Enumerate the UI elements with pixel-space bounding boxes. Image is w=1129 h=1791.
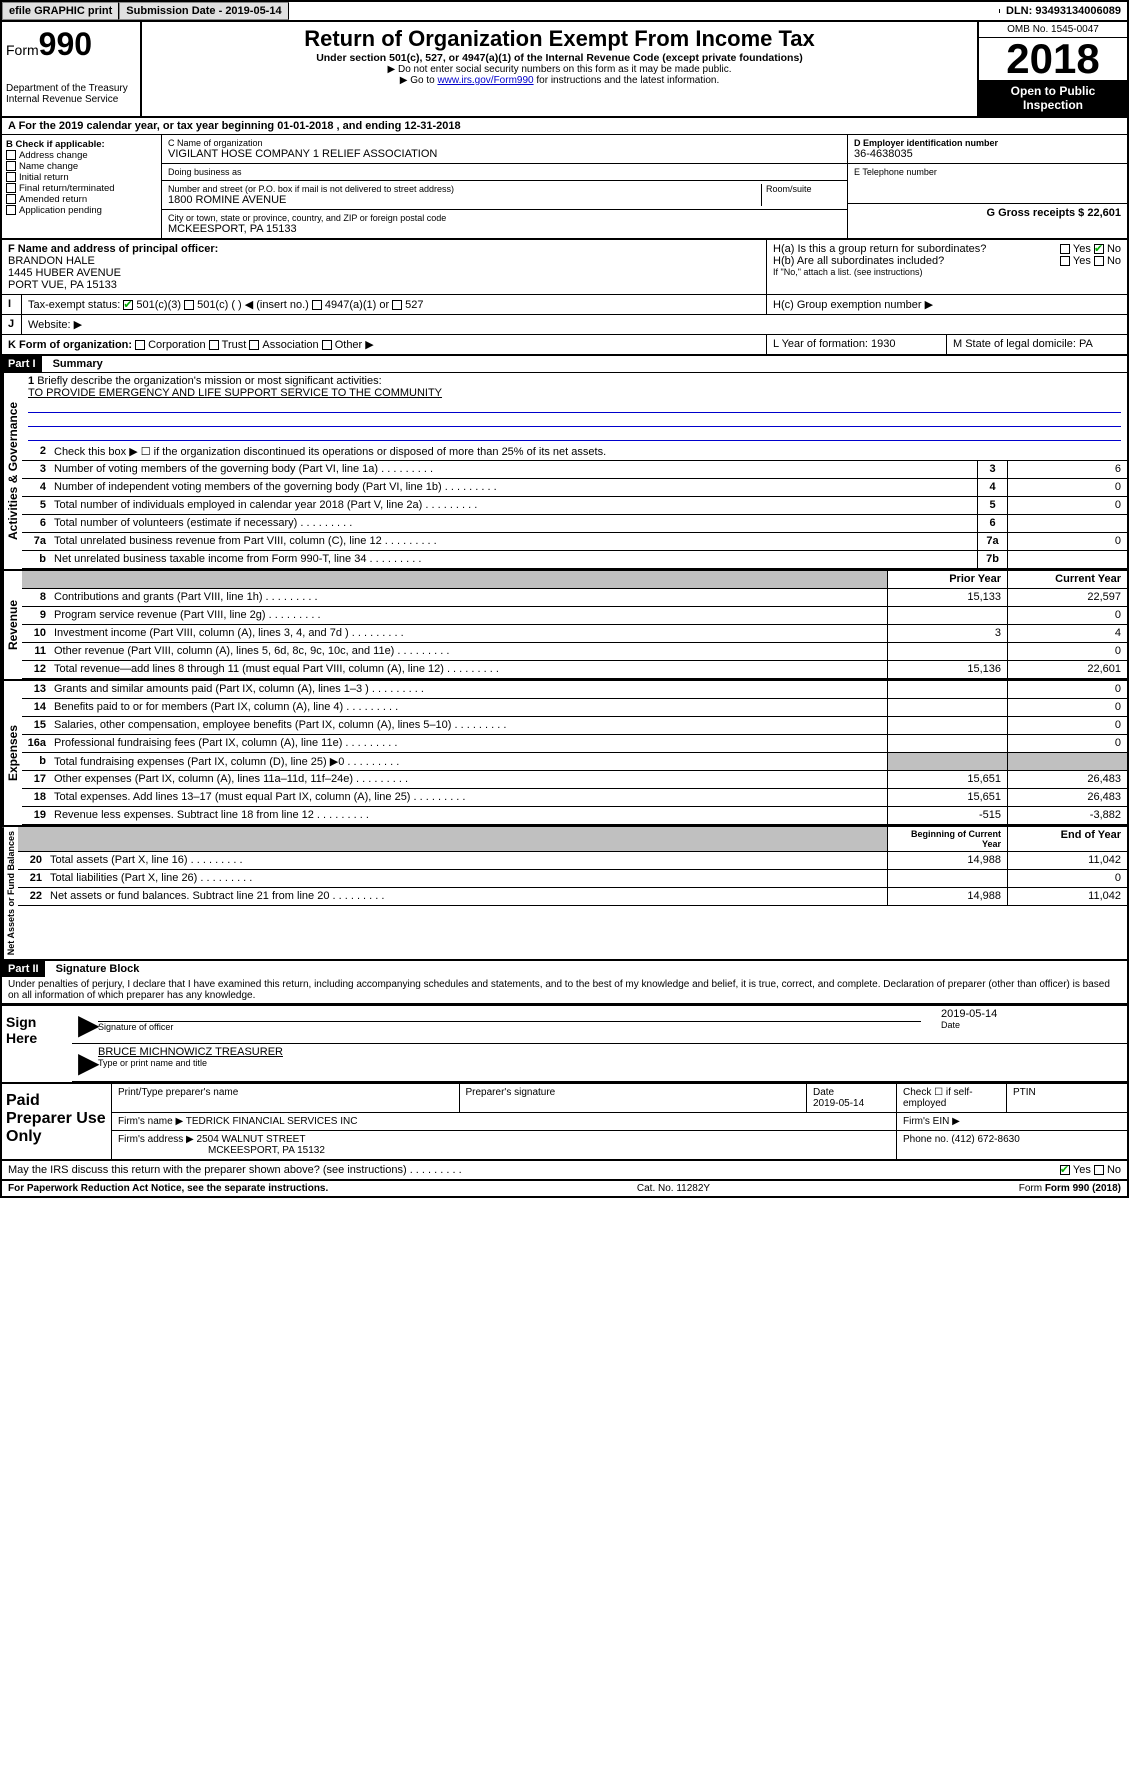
tax-period: A For the 2019 calendar year, or tax yea… bbox=[2, 118, 1127, 135]
summary-line: bTotal fundraising expenses (Part IX, co… bbox=[22, 753, 1127, 771]
tax-year: 2018 bbox=[979, 38, 1127, 80]
gross-receipts: G Gross receipts $ 22,601 bbox=[848, 204, 1127, 222]
org-address: 1800 ROMINE AVENUE bbox=[168, 194, 761, 206]
summary-line: 6Total number of volunteers (estimate if… bbox=[22, 515, 1127, 533]
form-title: Return of Organization Exempt From Incom… bbox=[150, 26, 969, 52]
firm-phone: Phone no. (412) 672-8630 bbox=[897, 1131, 1127, 1159]
summary-line: 15Salaries, other compensation, employee… bbox=[22, 717, 1127, 735]
state-domicile: M State of legal domicile: PA bbox=[947, 335, 1127, 354]
org-city: MCKEESPORT, PA 15133 bbox=[168, 223, 841, 235]
side-netassets: Net Assets or Fund Balances bbox=[2, 827, 18, 959]
summary-line: 8Contributions and grants (Part VIII, li… bbox=[22, 589, 1127, 607]
cat-no: Cat. No. 11282Y bbox=[637, 1183, 710, 1194]
top-bar: efile GRAPHIC print Submission Date - 20… bbox=[2, 2, 1127, 22]
penalty-statement: Under penalties of perjury, I declare th… bbox=[2, 977, 1127, 1004]
summary-line: 20Total assets (Part X, line 16)14,98811… bbox=[18, 852, 1127, 870]
sign-here-label: Sign Here bbox=[2, 1006, 72, 1082]
summary-line: 19Revenue less expenses. Subtract line 1… bbox=[22, 807, 1127, 825]
irs-link[interactable]: www.irs.gov/Form990 bbox=[437, 75, 533, 86]
summary-line: 13Grants and similar amounts paid (Part … bbox=[22, 681, 1127, 699]
name-label: C Name of organization bbox=[168, 138, 841, 148]
summary-line: 11Other revenue (Part VIII, column (A), … bbox=[22, 643, 1127, 661]
summary-line: 5Total number of individuals employed in… bbox=[22, 497, 1127, 515]
form-footer: Form Form 990 (2018) bbox=[1019, 1183, 1121, 1194]
open-public: Open to Public Inspection bbox=[979, 80, 1127, 116]
officer-printed: BRUCE MICHNOWICZ TREASURER bbox=[98, 1046, 1121, 1058]
firm-name: TEDRICK FINANCIAL SERVICES INC bbox=[186, 1116, 358, 1127]
summary-line: bNet unrelated business taxable income f… bbox=[22, 551, 1127, 569]
note-ssn: ▶ Do not enter social security numbers o… bbox=[150, 64, 969, 75]
org-name: VIGILANT HOSE COMPANY 1 RELIEF ASSOCIATI… bbox=[168, 148, 841, 160]
side-revenue: Revenue bbox=[2, 571, 22, 679]
summary-line: 14Benefits paid to or for members (Part … bbox=[22, 699, 1127, 717]
officer-name: BRANDON HALE bbox=[8, 255, 760, 267]
note-link: ▶ Go to www.irs.gov/Form990 for instruct… bbox=[150, 75, 969, 86]
summary-line: 10Investment income (Part VIII, column (… bbox=[22, 625, 1127, 643]
summary-line: 7aTotal unrelated business revenue from … bbox=[22, 533, 1127, 551]
summary-line: 16aProfessional fundraising fees (Part I… bbox=[22, 735, 1127, 753]
summary-line: 18Total expenses. Add lines 13–17 (must … bbox=[22, 789, 1127, 807]
summary-line: 3Number of voting members of the governi… bbox=[22, 461, 1127, 479]
dln: DLN: 93493134006089 bbox=[1000, 3, 1127, 19]
summary-line: 21Total liabilities (Part X, line 26)0 bbox=[18, 870, 1127, 888]
dba-label: Doing business as bbox=[168, 167, 841, 177]
form-number: Form990 bbox=[6, 26, 136, 63]
summary-line: 9Program service revenue (Part VIII, lin… bbox=[22, 607, 1127, 625]
pra-notice: For Paperwork Reduction Act Notice, see … bbox=[8, 1183, 328, 1194]
subtitle: Under section 501(c), 527, or 4947(a)(1)… bbox=[150, 52, 969, 64]
year-formation: L Year of formation: 1930 bbox=[767, 335, 947, 354]
side-governance: Activities & Governance bbox=[2, 373, 22, 569]
part1-header: Part I bbox=[2, 356, 42, 372]
mission-text: TO PROVIDE EMERGENCY AND LIFE SUPPORT SE… bbox=[28, 387, 442, 399]
summary-line: 4Number of independent voting members of… bbox=[22, 479, 1127, 497]
summary-line: 17Other expenses (Part IX, column (A), l… bbox=[22, 771, 1127, 789]
part2-header: Part II bbox=[2, 961, 45, 977]
side-expenses: Expenses bbox=[2, 681, 22, 825]
summary-line: 12Total revenue—add lines 8 through 11 (… bbox=[22, 661, 1127, 679]
summary-line: 22Net assets or fund balances. Subtract … bbox=[18, 888, 1127, 906]
block-b: B Check if applicable: Address change Na… bbox=[2, 135, 162, 238]
dept-label: Department of the Treasury Internal Reve… bbox=[6, 83, 136, 105]
paid-preparer-label: Paid Preparer Use Only bbox=[2, 1084, 112, 1159]
efile-button[interactable]: efile GRAPHIC print bbox=[2, 2, 119, 20]
ein: 36-4638035 bbox=[854, 148, 1121, 160]
discuss-row: May the IRS discuss this return with the… bbox=[2, 1161, 1127, 1181]
submission-date: Submission Date - 2019-05-14 bbox=[119, 2, 288, 20]
